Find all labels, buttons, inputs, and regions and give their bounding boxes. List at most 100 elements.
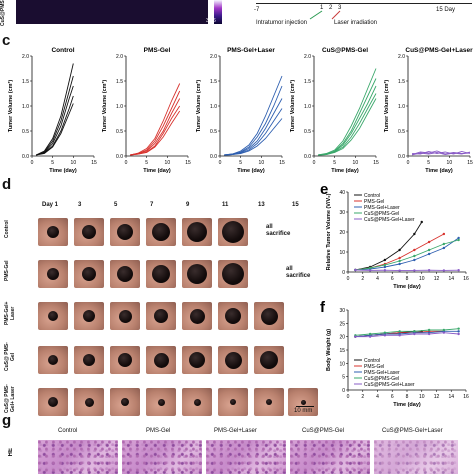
group-label: PMS-Gel+ Laser (4, 301, 16, 325)
data-point (427, 252, 431, 256)
y-axis-label: Tumer Volume (cm³) (195, 80, 202, 133)
panel-b-timeline: -7 15 Day 1 2 3 Intratumor injection Las… (250, 0, 474, 30)
x-tick-label: 0 (313, 160, 316, 166)
legend-label: Control (364, 358, 380, 364)
data-point (427, 240, 431, 244)
panel-f-chart: 0 2 4 6 8 10 12 14 16 0 5 10 15 20 25 30 Time (day) Body … (320, 299, 469, 408)
x-tick-label: 10 (353, 160, 359, 166)
y-tick-label: 2.0 (398, 54, 405, 60)
y-tick-label: 25 (339, 321, 345, 327)
legend-label: PMS-Gel+Laser (364, 370, 400, 376)
mouse-photo (254, 346, 284, 374)
data-point (413, 232, 416, 236)
series-line (355, 221, 423, 271)
chart: 0 5 10 15 0.0 0.5 1.0 1.5 2.0 CuS@PMS-Gel Time (da… (289, 47, 379, 174)
mouse-photo (38, 218, 68, 246)
he-col-label: Control (58, 428, 78, 434)
tumor (187, 264, 207, 284)
x-tick-label: 8 (406, 276, 409, 282)
y-tick-label: 0.0 (398, 154, 405, 160)
y-tick-label: 1.0 (398, 104, 405, 110)
mouse-photo (110, 346, 140, 374)
mouse-photo (74, 302, 104, 330)
data-point (354, 268, 357, 272)
series-line (224, 75, 283, 156)
mouse-photo (146, 388, 176, 416)
tumor (47, 226, 59, 238)
y-tick-label: 40 (339, 190, 345, 196)
y-tick-label: 0.5 (398, 129, 405, 135)
data-point (442, 246, 446, 250)
tumor (154, 309, 168, 323)
y-tick-label: 1.5 (304, 79, 311, 85)
timeline-marker-3: 3 (338, 5, 342, 11)
mouse-photo (254, 388, 284, 416)
x-tick-label: 2 (361, 276, 364, 282)
y-axis-label: Tumer Volume (cm³) (289, 80, 296, 133)
data-point (457, 269, 460, 272)
data-point (457, 236, 460, 240)
tumor (48, 397, 58, 407)
x-tick-label: 15 (279, 160, 285, 166)
day-label: 15 (292, 202, 299, 208)
y-tick-label: 10 (339, 361, 345, 367)
x-tick-label: 10 (71, 160, 77, 166)
data-point (427, 248, 431, 252)
he-col-label: PMS-Gel+Laser (214, 428, 257, 434)
tumor (222, 221, 244, 243)
mouse-photo (74, 260, 104, 288)
x-tick-label: 10 (259, 160, 265, 166)
tumor (47, 268, 59, 280)
y-tick-label: 0.0 (116, 154, 123, 160)
legend-label: PMS-Gel+Laser (364, 205, 400, 211)
panel-c-charts: 0 5 10 15 0.0 0.5 1.0 1.5 2.0 Control Time (day) Tu… (7, 47, 473, 174)
y-tick-label: 0.5 (210, 129, 217, 135)
he-image (38, 440, 118, 474)
y-axis-label: Relative Tumor Volume (V/V₀) (326, 193, 332, 270)
legend-label: Control (364, 193, 380, 199)
data-point (383, 263, 387, 267)
data-point (398, 256, 401, 260)
data-point (413, 254, 416, 258)
x-tick-label: 10 (419, 276, 425, 282)
chart-title: PMS-Gel+Laser (227, 47, 275, 54)
laser-label: Laser irradiation (334, 20, 378, 26)
data-point (442, 331, 446, 334)
day-label: 3 (78, 202, 82, 208)
tumor (266, 399, 272, 405)
series-line (411, 151, 471, 156)
tumor (260, 351, 278, 369)
series-line (355, 237, 459, 271)
sacrifice-note: all sacrifice (266, 224, 291, 237)
series-line (36, 103, 74, 156)
x-tick-label: 6 (391, 276, 394, 282)
legend-label: CuS@PMS-Gel+Laser (364, 217, 415, 223)
mouse-photo (254, 302, 284, 330)
chart: 0 5 10 15 0.0 0.5 1.0 1.5 2.0 Control Time (day) Tu… (7, 47, 97, 174)
y-tick-label: 10 (339, 250, 345, 256)
mouse-photo (38, 302, 68, 330)
legend-label: CuS@PMS-Gel+Laser (364, 382, 415, 388)
timeline-marker-2: 2 (329, 5, 333, 11)
tumor (118, 353, 132, 367)
y-tick-label: 1.0 (304, 104, 311, 110)
x-tick-label: 8 (406, 394, 409, 400)
timeline-start: -7 (254, 7, 260, 13)
data-point (413, 269, 416, 272)
mouse-photo (218, 260, 248, 288)
data-point (413, 248, 416, 252)
x-tick-label: 15 (91, 160, 97, 166)
tumor (152, 223, 170, 241)
x-tick-label: 5 (145, 160, 148, 166)
group-label: PMS-Gel (4, 260, 10, 282)
x-tick-label: 15 (373, 160, 379, 166)
series-line (130, 110, 181, 156)
y-tick-label: 30 (339, 210, 345, 216)
x-axis-label: Time (day) (393, 402, 421, 408)
data-point (413, 332, 416, 336)
tumor (300, 399, 306, 405)
series-line (318, 98, 377, 156)
data-point (442, 269, 446, 272)
he-image (290, 440, 370, 474)
chart-title: CuS@PMS-Gel+Laser (405, 47, 473, 54)
